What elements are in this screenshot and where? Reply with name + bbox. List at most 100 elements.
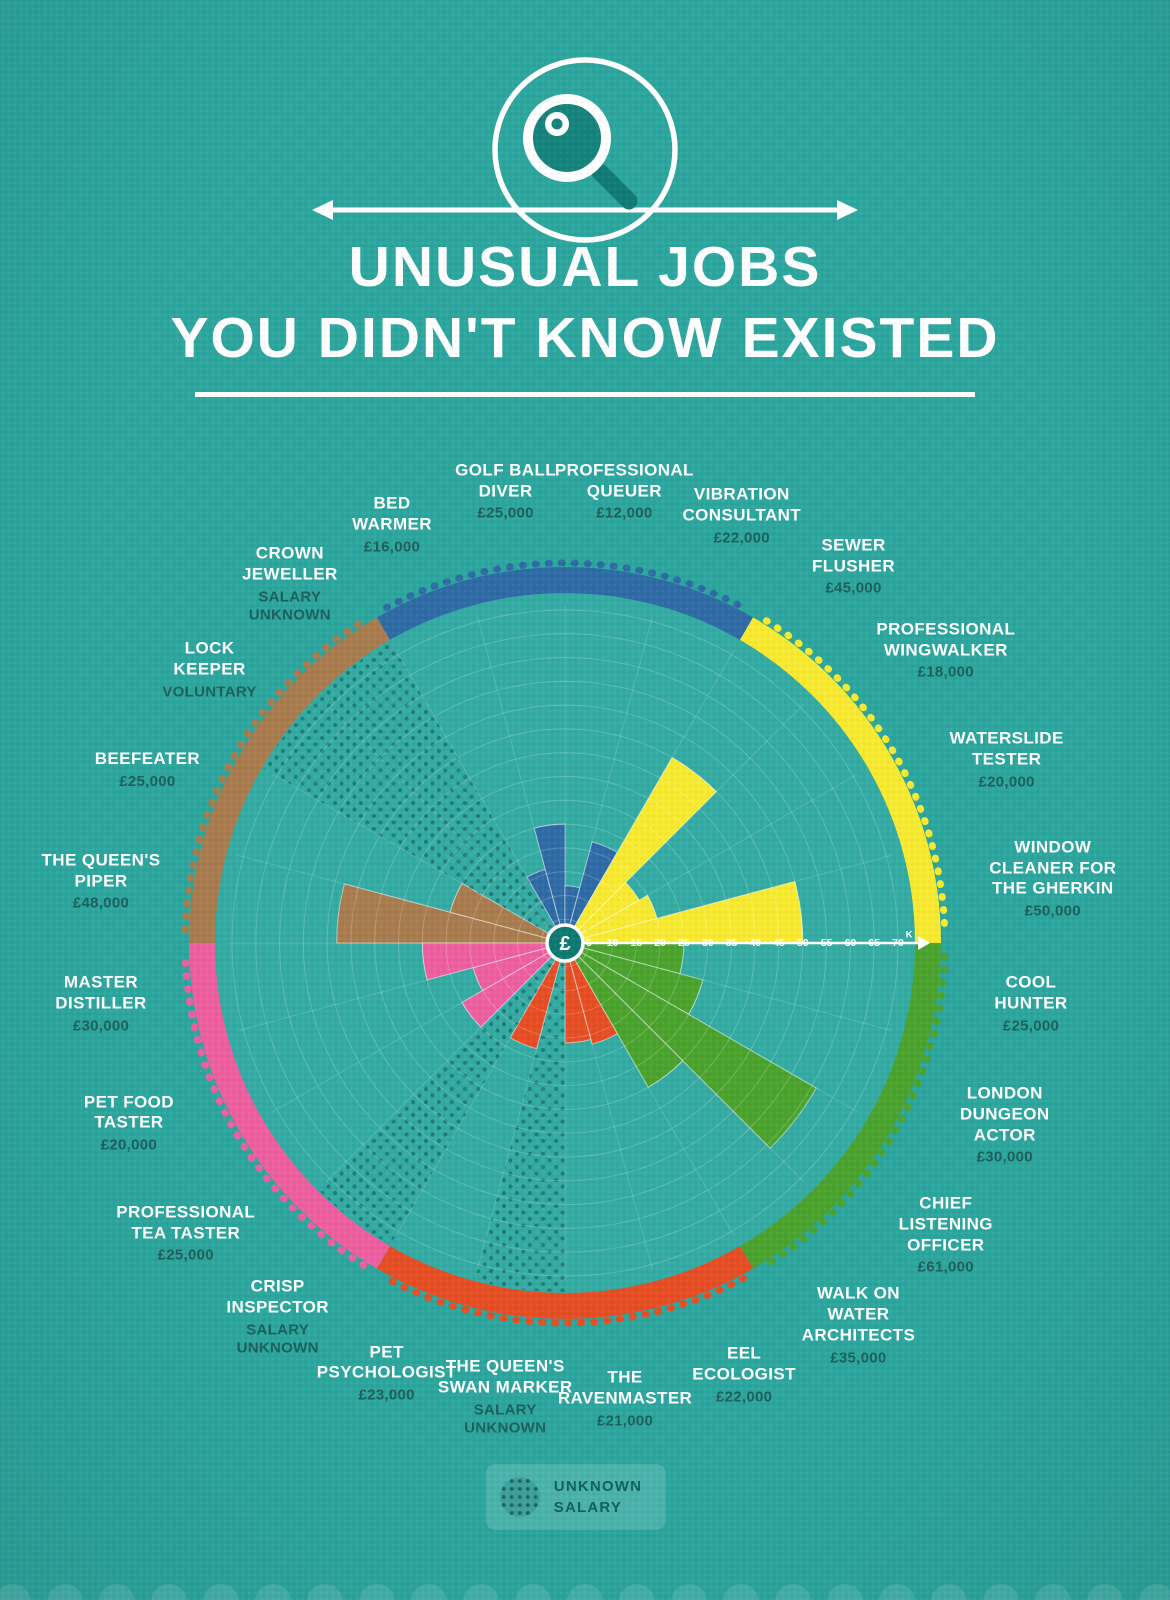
job-label: LOCK KEEPER VOLUNTARY	[112, 639, 307, 702]
salary-wedge	[564, 942, 817, 1149]
decorative-dot	[359, 1584, 395, 1600]
axis-tick-label: 65	[868, 937, 880, 949]
job-salary: SALARY UNKNOWN	[464, 1401, 547, 1437]
job-salary: £16,000	[363, 538, 421, 556]
job-name: COOL HUNTER	[994, 972, 1068, 1013]
decorative-dot	[827, 1584, 863, 1600]
job-name: LOCK KEEPER	[173, 638, 246, 679]
decorative-dot	[0, 1584, 31, 1600]
unknown-salary-legend: UNKNOWN SALARY	[485, 1464, 667, 1530]
job-name: CRISP INSPECTOR	[226, 1276, 329, 1317]
group-ring-arc	[189, 942, 391, 1269]
axis-tick-label: 35	[726, 937, 738, 949]
job-label: MASTER DISTILLER £30,000	[4, 973, 199, 1036]
salary-wedge	[336, 883, 566, 944]
decorative-dot	[775, 1584, 811, 1600]
group-ring-arc	[377, 1246, 753, 1319]
job-label: PET FOOD TASTER £20,000	[31, 1092, 226, 1155]
decorative-dot	[203, 1584, 239, 1600]
job-salary: £50,000	[1024, 902, 1081, 920]
decorative-dot	[151, 1584, 187, 1600]
job-label: WATERSLIDE TESTER £20,000	[909, 729, 1104, 792]
axis-unit-label: K	[906, 930, 913, 941]
decorative-dot	[983, 1584, 1019, 1600]
group-ring-scallop	[383, 1275, 747, 1327]
job-salary: £45,000	[825, 580, 882, 598]
job-salary: £23,000	[358, 1386, 415, 1404]
axis-tick-label: 60	[845, 937, 857, 949]
job-salary: SALARY UNKNOWN	[236, 1321, 319, 1357]
salary-wedge	[461, 942, 566, 1028]
decorative-dot	[567, 1584, 603, 1600]
job-name: BED WARMER	[352, 494, 432, 534]
job-label: THE QUEEN'S PIPER £48,000	[4, 851, 199, 914]
job-salary: £20,000	[978, 773, 1035, 791]
decorative-dot	[1035, 1584, 1071, 1600]
decorative-dot	[1139, 1584, 1170, 1600]
job-salary: £25,000	[477, 504, 534, 522]
group-ring-scallop	[181, 952, 368, 1269]
header-art	[312, 57, 858, 243]
decorative-dot	[723, 1584, 759, 1600]
axis-tick-label: 10	[607, 937, 619, 949]
job-salary: VOLUNTARY	[162, 683, 257, 701]
group-ring-arc	[189, 617, 391, 944]
job-label: EEL ECOLOGIST £22,000	[647, 1344, 842, 1407]
job-name: PROFESSIONAL QUEUER	[554, 460, 694, 501]
job-name: WATERSLIDE TESTER	[949, 728, 1064, 769]
job-salary: £20,000	[100, 1136, 158, 1154]
axis-tick-label: 25	[678, 937, 690, 949]
job-salary: £22,000	[715, 1388, 773, 1406]
job-salary: £25,000	[119, 772, 176, 790]
job-salary: £21,000	[596, 1412, 654, 1430]
unknown-salary-label: UNKNOWN SALARY	[553, 1478, 643, 1516]
group-ring-scallop	[383, 559, 747, 611]
unknown-salary-wedge	[318, 640, 565, 943]
job-salary: £30,000	[976, 1148, 1033, 1166]
salary-wedge	[564, 942, 592, 1044]
job-label: GOLF BALL DIVER £25,000	[408, 461, 603, 524]
job-name: PET FOOD TASTER	[83, 1092, 174, 1132]
job-name: THE QUEEN'S PIPER	[41, 850, 161, 891]
title-underline	[195, 392, 975, 397]
axis-tick-label: 30	[702, 937, 714, 949]
job-name: THE RAVENMASTER	[557, 1367, 693, 1408]
decorative-dot	[47, 1584, 83, 1600]
job-label: SEWER FLUSHER £45,000	[756, 536, 951, 599]
divider-right-arrow	[837, 200, 858, 220]
unknown-salary-wedge	[318, 943, 565, 1246]
unknown-salary-wedge	[262, 696, 565, 943]
axis-tick-label: 5	[586, 937, 592, 949]
job-name: MASTER DISTILLER	[55, 972, 147, 1013]
group-ring-arc	[739, 617, 941, 944]
title-line-2: YOU DIDN'T KNOW EXISTED	[170, 305, 1000, 370]
job-label: THE QUEEN'S SWAN MARKER SALARY UNKNOWN	[408, 1357, 603, 1438]
group-ring-scallop	[181, 617, 368, 934]
job-salary: £35,000	[830, 1348, 887, 1366]
bottom-decorative-dots	[0, 1584, 1170, 1600]
job-name: EEL ECOLOGIST	[692, 1343, 796, 1384]
job-label: WINDOW CLEANER FOR THE GHERKIN £50,000	[955, 837, 1150, 921]
job-label: LONDON DUNGEON ACTOR £30,000	[907, 1083, 1102, 1167]
decorative-ring	[492, 57, 678, 243]
job-name: LONDON DUNGEON ACTOR	[959, 1083, 1050, 1144]
job-label: CROWN JEWELLER SALARY UNKNOWN	[192, 544, 387, 625]
job-name: CROWN JEWELLER	[241, 543, 338, 584]
salary-wedge	[421, 942, 566, 981]
poster-title: UNUSUAL JOBS YOU DIDN'T KNOW EXISTED	[0, 232, 1170, 373]
group-ring-arc	[739, 942, 941, 1269]
salary-wedge	[509, 942, 566, 1050]
salary-wedge	[449, 882, 566, 944]
job-label: WALK ON WATER ARCHITECTS £35,000	[761, 1284, 956, 1368]
job-salary: £12,000	[596, 504, 653, 522]
job-name: WALK ON WATER ARCHITECTS	[801, 1283, 916, 1345]
job-label: COOL HUNTER £25,000	[933, 973, 1128, 1036]
job-label: PET PSYCHOLOGIST £23,000	[289, 1342, 484, 1405]
magnifier-icon	[523, 94, 638, 210]
job-label: THE RAVENMASTER £21,000	[528, 1368, 723, 1431]
currency-symbol: £	[559, 933, 570, 955]
group-ring-scallop	[762, 952, 949, 1269]
job-salary: £48,000	[72, 894, 130, 912]
axis-arrowhead	[918, 936, 930, 950]
